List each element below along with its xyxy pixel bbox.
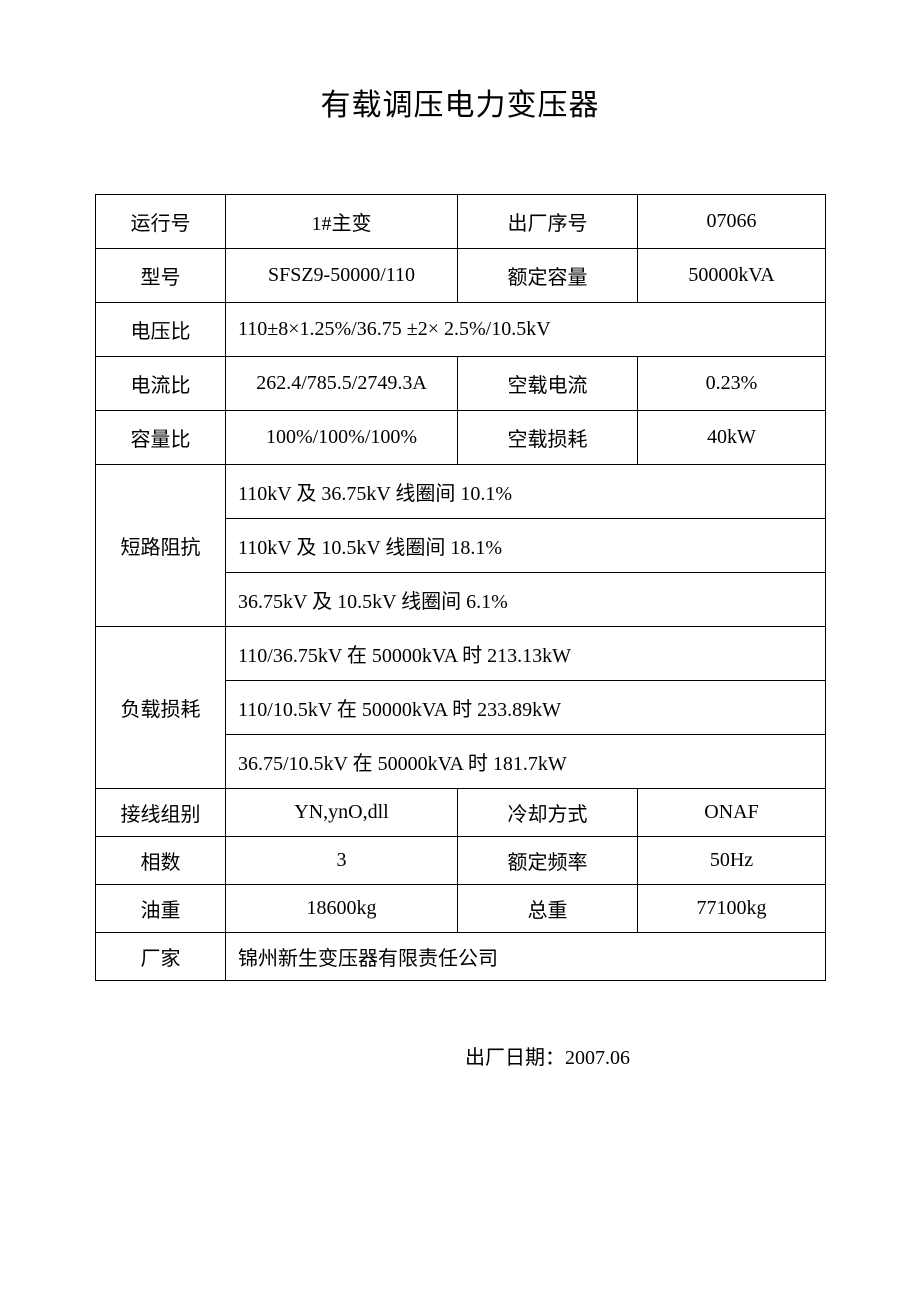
label-volt-ratio: 电压比	[96, 303, 226, 357]
value-short-impedance-1: 110kV 及 36.75kV 线圈间 10.1%	[226, 465, 826, 519]
table-row: 厂家 锦州新生变压器有限责任公司	[96, 933, 826, 981]
value-model: SFSZ9-50000/110	[226, 249, 458, 303]
value-noload-loss: 40kW	[638, 411, 826, 465]
table-row: 电流比 262.4/785.5/2749.3A 空载电流 0.23%	[96, 357, 826, 411]
table-row: 型号 SFSZ9-50000/110 额定容量 50000kVA	[96, 249, 826, 303]
value-phases: 3	[226, 837, 458, 885]
table-row: 相数 3 额定频率 50Hz	[96, 837, 826, 885]
label-load-loss: 负载损耗	[96, 627, 226, 789]
value-cap-ratio: 100%/100%/100%	[226, 411, 458, 465]
value-noload-curr: 0.23%	[638, 357, 826, 411]
value-volt-ratio: 110±8×1.25%/36.75 ±2× 2.5%/10.5kV	[226, 303, 826, 357]
value-total-weight: 77100kg	[638, 885, 826, 933]
spec-table: 运行号 1#主变 出厂序号 07066 型号 SFSZ9-50000/110 额…	[95, 194, 826, 981]
table-row: 电压比 110±8×1.25%/36.75 ±2× 2.5%/10.5kV	[96, 303, 826, 357]
document-title: 有载调压电力变压器	[95, 80, 825, 124]
page: 有载调压电力变压器 运行号 1#主变 出厂序号 07066 型号 SFSZ9-5…	[0, 0, 920, 1301]
label-oil-weight: 油重	[96, 885, 226, 933]
value-manufacturer: 锦州新生变压器有限责任公司	[226, 933, 826, 981]
value-capacity: 50000kVA	[638, 249, 826, 303]
label-total-weight: 总重	[458, 885, 638, 933]
value-serial: 07066	[638, 195, 826, 249]
table-row: 运行号 1#主变 出厂序号 07066	[96, 195, 826, 249]
label-manufacturer: 厂家	[96, 933, 226, 981]
table-row: 短路阻抗 110kV 及 36.75kV 线圈间 10.1%	[96, 465, 826, 519]
value-connection: YN,ynO,dll	[226, 789, 458, 837]
label-frequency: 额定频率	[458, 837, 638, 885]
value-load-loss-1: 110/36.75kV 在 50000kVA 时 213.13kW	[226, 627, 826, 681]
value-oil-weight: 18600kg	[226, 885, 458, 933]
value-curr-ratio: 262.4/785.5/2749.3A	[226, 357, 458, 411]
label-run-no: 运行号	[96, 195, 226, 249]
label-phases: 相数	[96, 837, 226, 885]
label-noload-curr: 空载电流	[458, 357, 638, 411]
label-model: 型号	[96, 249, 226, 303]
label-cap-ratio: 容量比	[96, 411, 226, 465]
table-row: 负载损耗 110/36.75kV 在 50000kVA 时 213.13kW	[96, 627, 826, 681]
value-run-no: 1#主变	[226, 195, 458, 249]
label-capacity: 额定容量	[458, 249, 638, 303]
table-row: 接线组别 YN,ynO,dll 冷却方式 ONAF	[96, 789, 826, 837]
value-load-loss-2: 110/10.5kV 在 50000kVA 时 233.89kW	[226, 681, 826, 735]
table-row: 油重 18600kg 总重 77100kg	[96, 885, 826, 933]
value-short-impedance-3: 36.75kV 及 10.5kV 线圈间 6.1%	[226, 573, 826, 627]
value-load-loss-3: 36.75/10.5kV 在 50000kVA 时 181.7kW	[226, 735, 826, 789]
value-cooling: ONAF	[638, 789, 826, 837]
table-row: 容量比 100%/100%/100% 空载损耗 40kW	[96, 411, 826, 465]
value-frequency: 50Hz	[638, 837, 826, 885]
value-short-impedance-2: 110kV 及 10.5kV 线圈间 18.1%	[226, 519, 826, 573]
manufacture-date: 出厂日期：2007.06	[95, 1041, 825, 1070]
label-curr-ratio: 电流比	[96, 357, 226, 411]
label-short-impedance: 短路阻抗	[96, 465, 226, 627]
label-connection: 接线组别	[96, 789, 226, 837]
label-noload-loss: 空载损耗	[458, 411, 638, 465]
label-cooling: 冷却方式	[458, 789, 638, 837]
label-serial: 出厂序号	[458, 195, 638, 249]
